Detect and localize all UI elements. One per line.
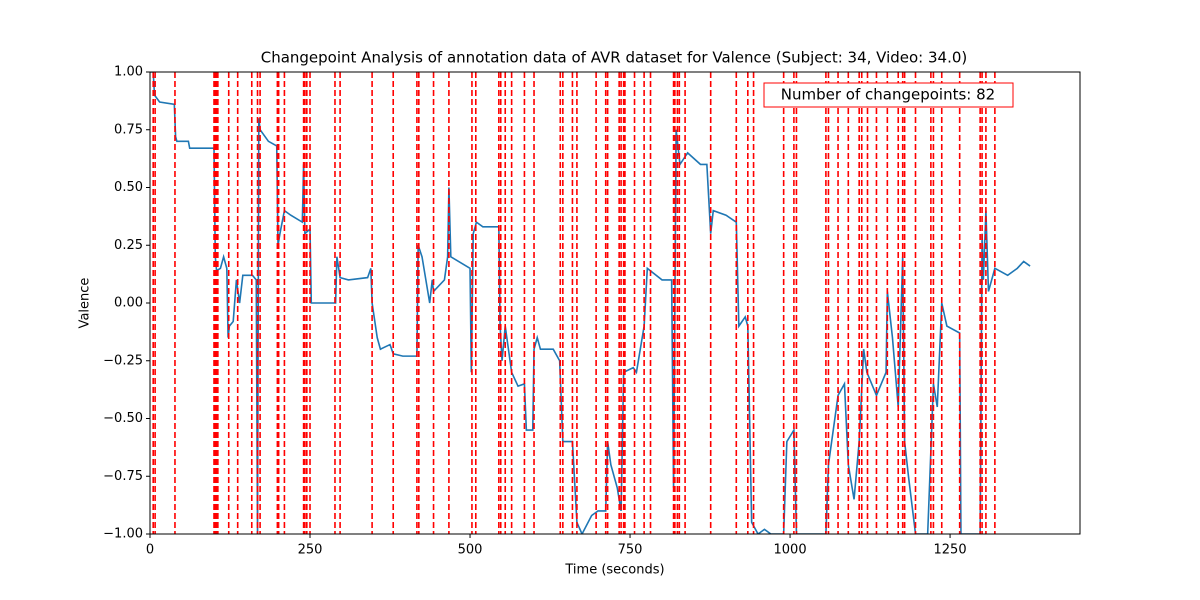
x-tick-label: 750: [618, 543, 643, 558]
y-tick-label: 0.50: [114, 180, 143, 195]
data-line: [150, 72, 1031, 534]
x-axis-label: Time (seconds): [564, 563, 664, 578]
y-tick-label: 0.75: [114, 122, 143, 137]
annotation-box: [763, 82, 1014, 108]
y-tick-label: −0.75: [103, 469, 143, 484]
x-tick-label: 250: [298, 543, 323, 558]
x-tick-label: 0: [146, 543, 154, 558]
x-tick-label: 500: [458, 543, 483, 558]
x-tick-label: 1000: [774, 543, 807, 558]
y-tick-label: −1.00: [103, 527, 143, 542]
y-tick-label: 0.25: [114, 238, 143, 253]
y-tick-label: −0.25: [103, 353, 143, 368]
chart-title: Changepoint Analysis of annotation data …: [261, 49, 968, 67]
y-tick-label: 0.00: [114, 296, 143, 311]
y-tick-label: −0.50: [103, 411, 143, 426]
y-axis-label: Valence: [78, 278, 93, 329]
annotation: Number of changepoints: 82: [781, 86, 995, 104]
y-tick-label: 1.00: [114, 65, 143, 80]
x-tick-label: 1250: [934, 543, 967, 558]
plot-frame: [149, 71, 1081, 535]
